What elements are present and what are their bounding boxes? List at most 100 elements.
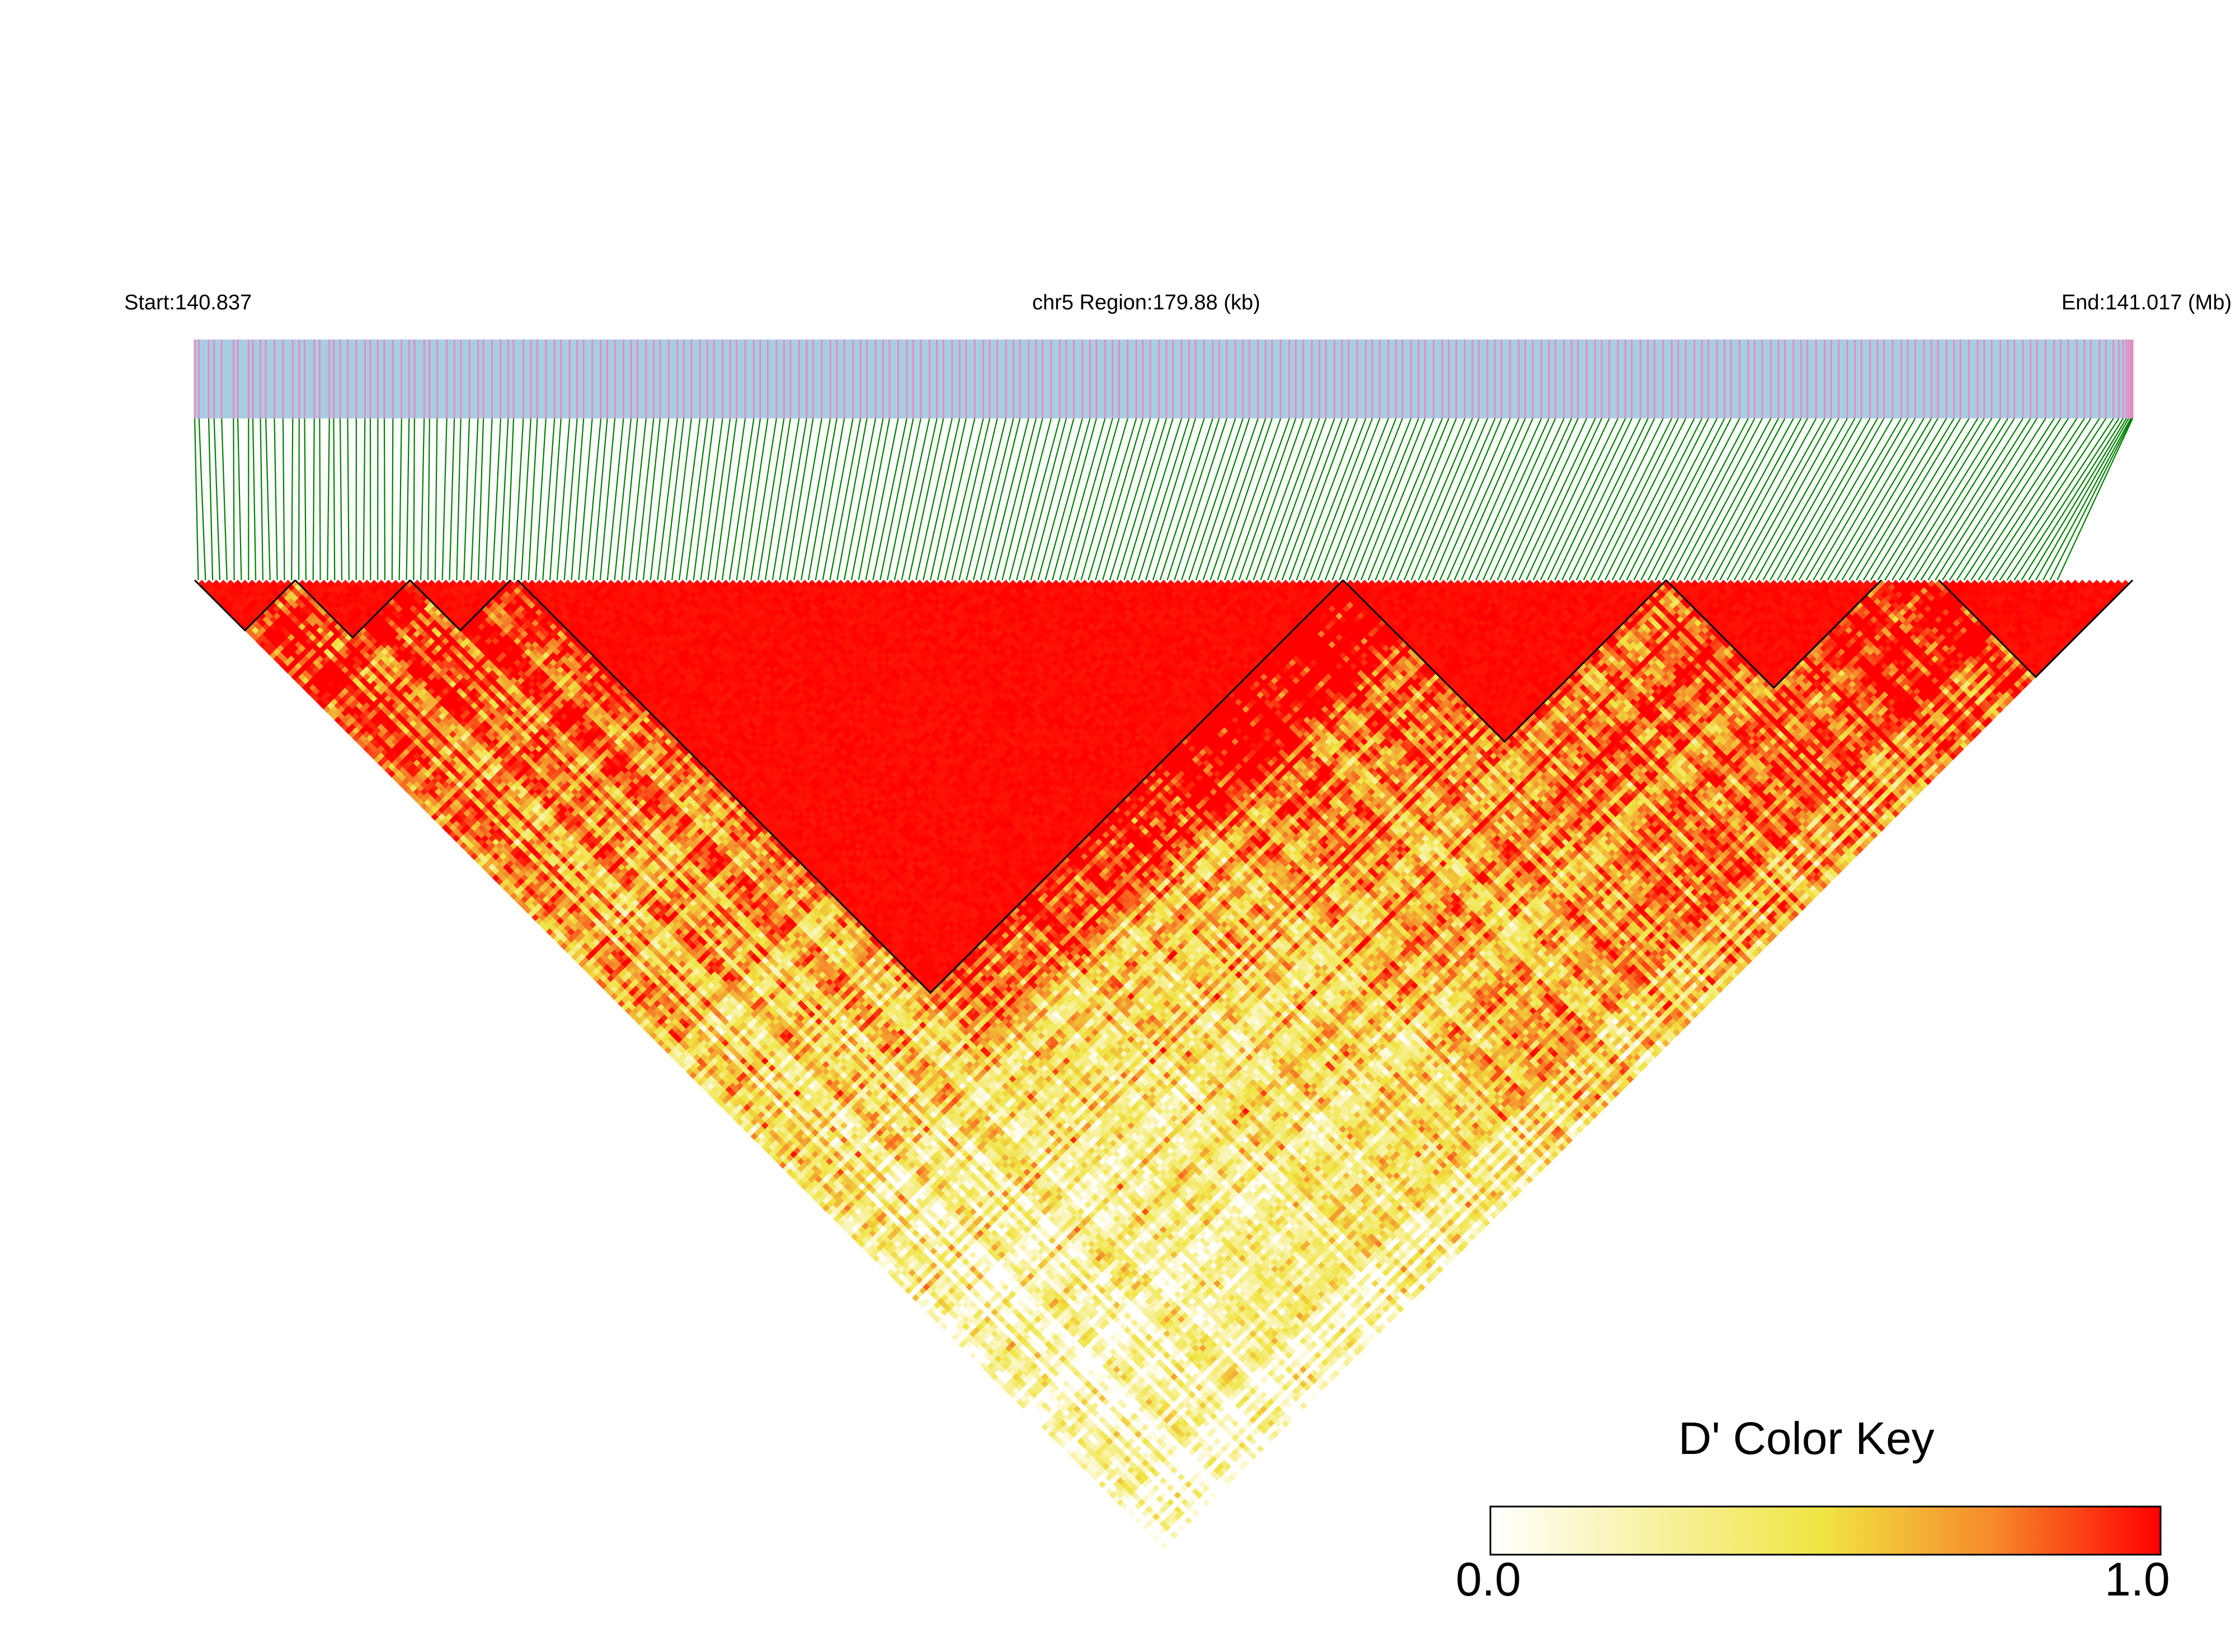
snp-connector: [1432, 418, 1502, 581]
snp-connector: [850, 418, 884, 581]
snp-connector: [836, 418, 868, 581]
snp-connector: [339, 418, 343, 581]
snp-connector: [1999, 418, 2107, 581]
ld-cell: [298, 673, 307, 681]
ld-cell: [732, 1114, 741, 1123]
snp-connector: [635, 418, 655, 581]
snp-connector: [2049, 418, 2133, 581]
ld-cell: [829, 1211, 837, 1220]
snp-connector: [743, 418, 769, 581]
snp-connector: [1482, 418, 1556, 581]
ld-cell: [395, 777, 403, 785]
snp-connector: [664, 418, 685, 581]
snp-connector: [1841, 418, 1938, 581]
snp-connector: [1770, 418, 1862, 581]
snp-connector: [1905, 418, 2008, 581]
ld-cell: [808, 1189, 816, 1198]
snp-connector: [1073, 418, 1120, 581]
ld-cell: [223, 597, 231, 606]
snp-connector: [1597, 418, 1679, 581]
snp-connector: [721, 418, 746, 581]
snp-connector: [987, 418, 1029, 581]
snp-connector: [1805, 418, 1902, 581]
ld-cell: [686, 1067, 694, 1076]
snp-connector: [327, 418, 330, 581]
snp-connector: [333, 418, 336, 581]
ld-cell: [1120, 1502, 1128, 1510]
snp-connector: [657, 418, 678, 581]
snp-connector: [908, 418, 944, 581]
snp-connector: [958, 418, 998, 581]
snp-track: [194, 340, 2134, 418]
ld-cell: [492, 874, 500, 882]
snp-connector: [994, 418, 1037, 581]
snp-connector: [1518, 418, 1596, 581]
snp-connector: [506, 418, 515, 581]
snp-connector: [1066, 418, 1113, 581]
snp-connector: [528, 418, 538, 581]
snp-connector: [2035, 418, 2129, 581]
snp-connector: [1733, 418, 1825, 581]
ld-cell: [363, 745, 371, 753]
snp-connector: [822, 418, 854, 581]
snp-connector: [1102, 418, 1151, 581]
ld-cell: [488, 870, 497, 879]
snp-connector: [1834, 418, 1932, 581]
ld-cell: [976, 1358, 985, 1367]
snp-connector: [535, 418, 547, 581]
snp-connector: [1324, 418, 1389, 581]
ld-cell: [854, 1236, 863, 1245]
ld-cell: [926, 1308, 935, 1316]
snp-connector: [1618, 418, 1703, 581]
snp-connector: [1935, 418, 2038, 581]
snp-connector: [1296, 418, 1358, 581]
snp-connector: [1798, 418, 1893, 581]
snp-connector: [1274, 418, 1335, 581]
snp-connector: [714, 418, 737, 581]
ld-cell: [266, 641, 274, 649]
snp-connector: [470, 418, 479, 581]
snp-connector: [1856, 418, 1955, 581]
snp-connector: [944, 418, 984, 581]
snp-connector: [1920, 418, 2024, 581]
snp-connector: [499, 418, 509, 581]
snp-connector: [1927, 418, 2031, 581]
snp-connector: [1044, 418, 1091, 581]
snp-connector: [1425, 418, 1496, 581]
snp-connector: [398, 418, 402, 581]
snp-connector: [1683, 418, 1772, 581]
snp-connector: [513, 418, 524, 581]
snp-connector: [1489, 418, 1565, 581]
snp-connector: [1037, 418, 1083, 581]
snp-connector: [1015, 418, 1061, 581]
snp-connector: [1152, 418, 1205, 581]
snp-connector: [1697, 418, 1786, 581]
ld-cell: [553, 935, 561, 943]
snp-connector: [194, 418, 199, 581]
snp-connector: [1884, 418, 1985, 581]
snp-connector: [678, 418, 701, 581]
ld-cell: [215, 597, 224, 606]
snp-connector: [556, 418, 571, 581]
snp-connector: [1978, 418, 2085, 581]
snp-connector: [383, 418, 386, 581]
snp-connector: [1554, 418, 1632, 581]
snp-connector: [923, 418, 961, 581]
snp-connector: [1224, 418, 1282, 581]
snp-connector: [1784, 418, 1878, 581]
snp-connector: [844, 418, 877, 581]
snp-connector: [1159, 418, 1213, 581]
snp-connector: [1375, 418, 1443, 581]
snp-connector: [1346, 418, 1412, 581]
ld-cell: [783, 1164, 791, 1173]
snp-connector: [265, 418, 271, 581]
snp-connector: [1870, 418, 1970, 581]
snp-connector: [441, 418, 448, 581]
snp-connector: [966, 418, 1007, 581]
ld-cell: [441, 823, 450, 832]
snp-connector: [1626, 418, 1709, 581]
snp-connector: [520, 418, 531, 581]
snp-connector: [2042, 418, 2132, 581]
snp-connector: [1662, 418, 1749, 581]
snp-connector: [1403, 418, 1473, 581]
